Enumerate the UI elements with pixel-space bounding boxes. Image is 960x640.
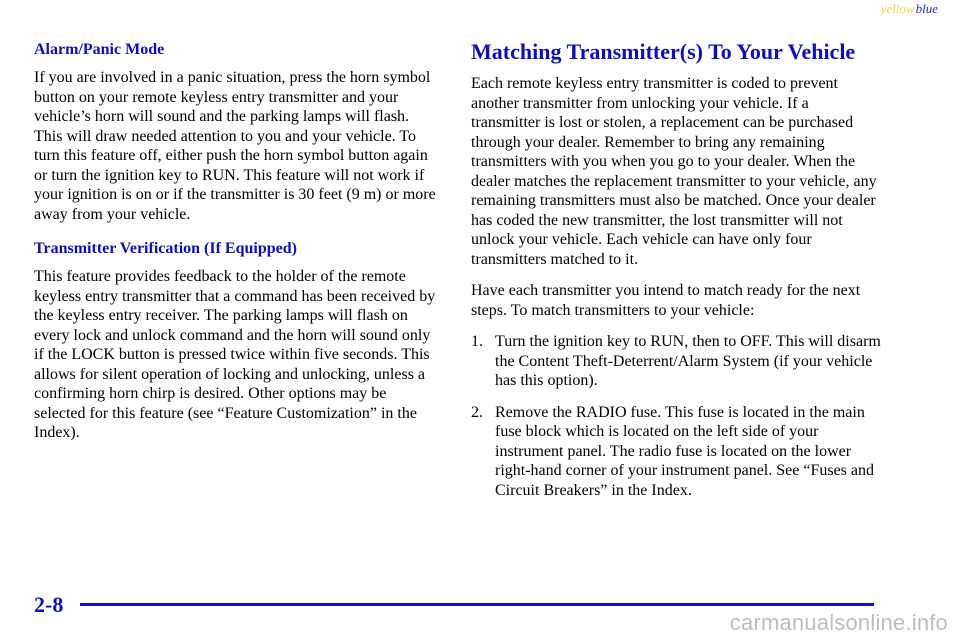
corner-tag-blue: blue: [915, 1, 938, 16]
matching-intro-paragraph: Each remote keyless entry transmitter is…: [471, 75, 877, 268]
matching-transmitters-heading: Matching Transmitter(s) To Your Vehicle: [471, 39, 856, 64]
alarm-panic-paragraph: If you are involved in a panic situation…: [34, 69, 436, 223]
page-number: 2-8: [34, 592, 64, 617]
watermark-text: carmanualsonline.info: [729, 610, 948, 635]
left-column: Alarm/Panic Mode If you are involved in …: [34, 40, 438, 443]
steps-intro-paragraph: Have each transmitter you intend to matc…: [471, 282, 861, 319]
step-number: 2.: [471, 403, 483, 421]
step-item: 1. Turn the ignition key to RUN, then to…: [471, 332, 881, 391]
transmitter-verification-heading: Transmitter Verification (If Equipped): [34, 240, 297, 257]
corner-color-tag: yellowblue: [881, 1, 938, 17]
footer-divider: [80, 603, 874, 606]
alarm-panic-heading: Alarm/Panic Mode: [34, 41, 165, 58]
step-text: Turn the ignition key to RUN, then to OF…: [495, 333, 881, 389]
steps-list: 1. Turn the ignition key to RUN, then to…: [471, 332, 881, 500]
step-text: Remove the RADIO fuse. This fuse is loca…: [495, 403, 875, 499]
right-column: Matching Transmitter(s) To Your Vehicle …: [471, 39, 881, 500]
step-item: 2. Remove the RADIO fuse. This fuse is l…: [471, 403, 881, 501]
corner-tag-yellow: yellow: [880, 1, 915, 16]
step-number: 1.: [471, 333, 483, 350]
transmitter-verification-paragraph: This feature provides feedback to the ho…: [34, 268, 436, 441]
